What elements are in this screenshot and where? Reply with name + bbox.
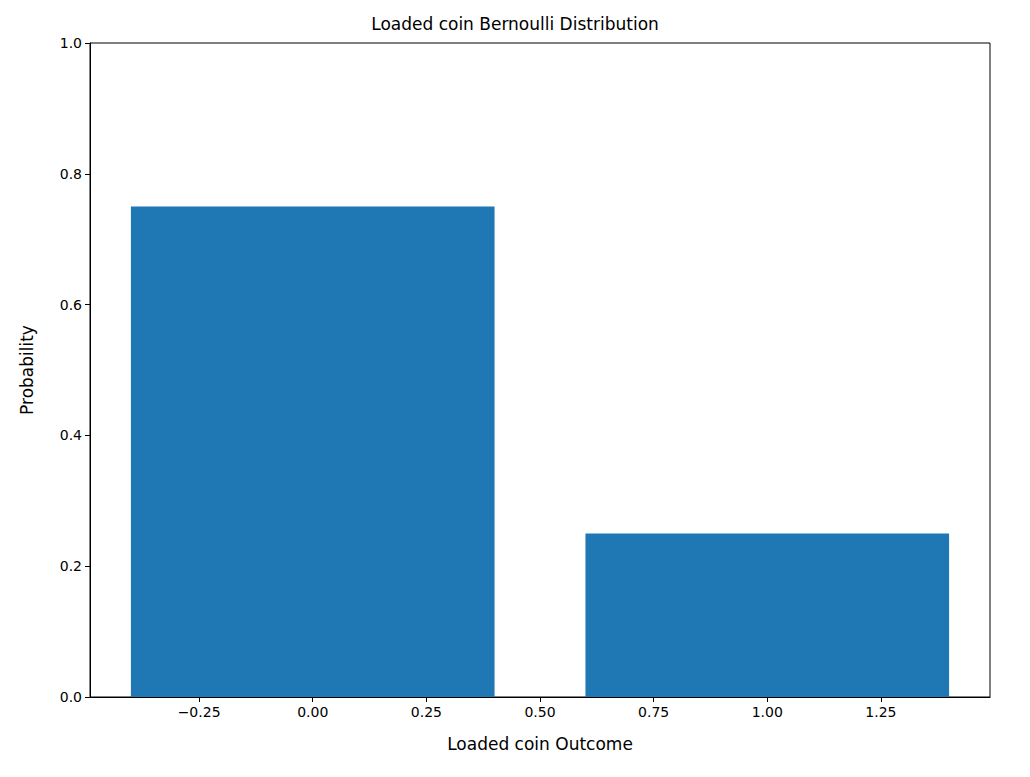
svg-text:0.8: 0.8 [60, 166, 82, 182]
svg-text:Loaded coin Bernoulli Distribu: Loaded coin Bernoulli Distribution [371, 14, 659, 34]
svg-text:0.00: 0.00 [297, 704, 328, 720]
svg-text:0.2: 0.2 [60, 558, 82, 574]
svg-text:1.25: 1.25 [865, 704, 896, 720]
svg-text:0.6: 0.6 [60, 297, 82, 313]
svg-text:0.50: 0.50 [524, 704, 555, 720]
svg-text:0.25: 0.25 [411, 704, 442, 720]
svg-text:Loaded coin Outcome: Loaded coin Outcome [447, 734, 633, 754]
svg-text:0.75: 0.75 [638, 704, 669, 720]
svg-text:0.4: 0.4 [60, 427, 82, 443]
svg-text:1.0: 1.0 [60, 35, 82, 51]
svg-text:1.00: 1.00 [752, 704, 783, 720]
svg-text:−0.25: −0.25 [178, 704, 221, 720]
svg-text:0.0: 0.0 [60, 689, 82, 705]
svg-text:Probability: Probability [17, 325, 37, 415]
